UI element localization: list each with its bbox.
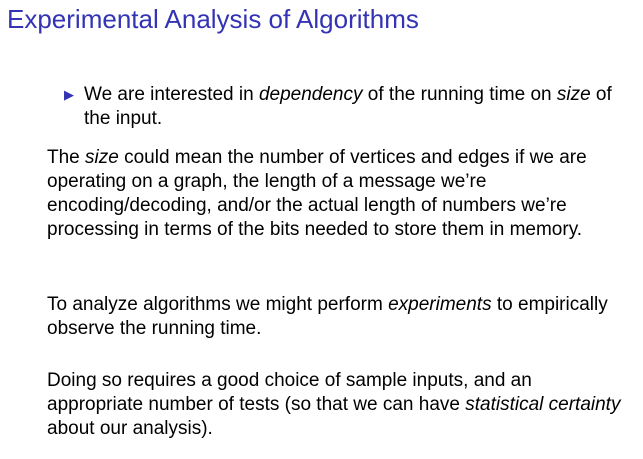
paragraph-text-part: to empirically observe the running time. bbox=[47, 294, 608, 339]
paragraph-experiments: To analyze algorithms we might perform e… bbox=[47, 293, 627, 341]
paragraph-size-definition: The size could mean the number of vertic… bbox=[47, 146, 627, 242]
paragraph-text-part: about our analysis). bbox=[47, 418, 213, 439]
paragraph-text-part: The bbox=[47, 147, 86, 168]
bullet-item: ▶ We are interested in dependency of the… bbox=[64, 83, 624, 131]
bullet-text: We are interested in dependency of the r… bbox=[84, 83, 614, 131]
paragraph-emphasis-size: size bbox=[85, 147, 119, 168]
slide-title: Experimental Analysis of Algorithms bbox=[7, 4, 419, 34]
paragraph-sample-inputs: Doing so requires a good choice of sampl… bbox=[47, 369, 627, 441]
paragraph-emphasis-statistical-certainty: statistical certainty bbox=[465, 394, 621, 415]
paragraph-text-part: To analyze algorithms we might perform bbox=[47, 294, 389, 315]
bullet-emphasis-dependency: dependency bbox=[258, 84, 363, 105]
bullet-emphasis-size: size bbox=[556, 84, 591, 105]
paragraph-emphasis-experiments: experiments bbox=[388, 294, 492, 315]
paragraph-text-part: could mean the number of vertices and ed… bbox=[47, 147, 587, 240]
paragraph-text-part: Doing so requires a good choice of sampl… bbox=[47, 370, 532, 415]
bullet-text-part: We are interested in bbox=[84, 84, 259, 105]
triangle-right-icon: ▶ bbox=[64, 87, 74, 102]
bullet-text-part: of the input. bbox=[84, 84, 612, 129]
bullet-text-part: of the running time on bbox=[362, 84, 557, 105]
